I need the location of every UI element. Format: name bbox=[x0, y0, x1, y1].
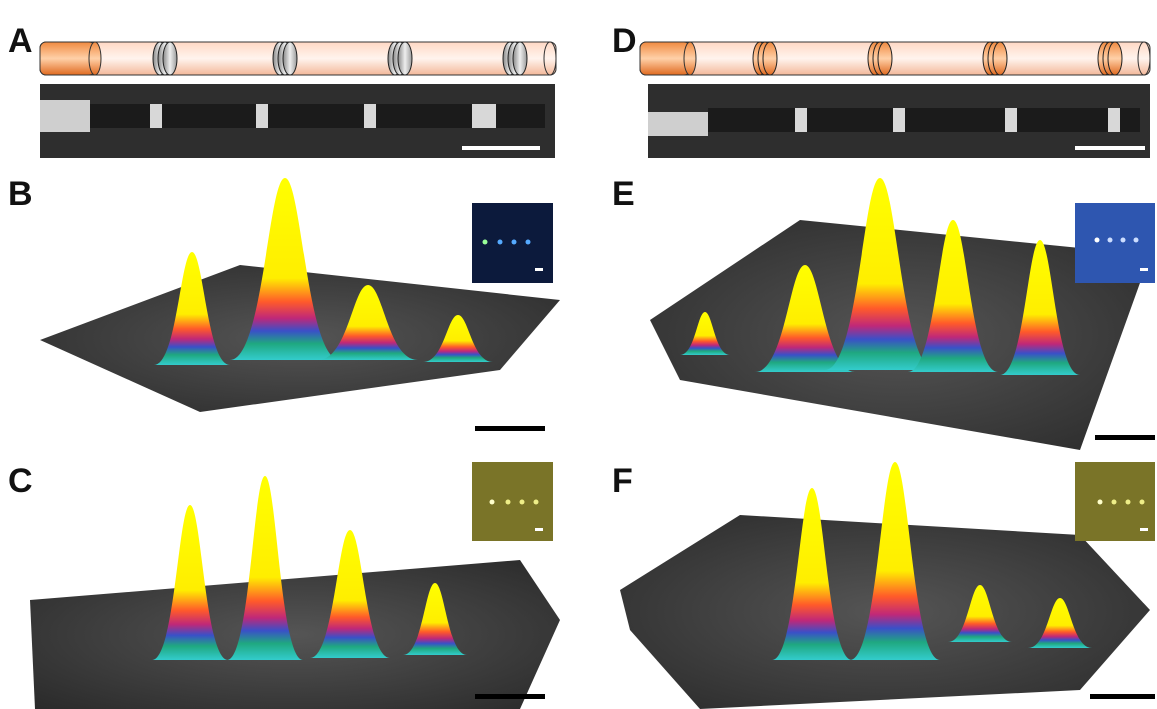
figure: A B C D E F bbox=[0, 0, 1157, 709]
spot bbox=[1134, 238, 1139, 243]
spot bbox=[1121, 238, 1126, 243]
disk bbox=[1108, 42, 1122, 75]
spot bbox=[512, 240, 517, 245]
spot bbox=[526, 240, 531, 245]
inset-scale-bar bbox=[535, 528, 543, 531]
sem-segment bbox=[364, 104, 376, 128]
scale-bar bbox=[462, 146, 540, 150]
spot bbox=[1095, 238, 1100, 243]
wire-body bbox=[640, 42, 1150, 75]
inset-scale-bar bbox=[535, 268, 543, 271]
wire-body bbox=[40, 42, 556, 75]
disk bbox=[398, 42, 412, 75]
spot bbox=[506, 500, 511, 505]
scale-bar bbox=[475, 426, 545, 431]
panel-label: D bbox=[612, 22, 637, 60]
wire-tip bbox=[640, 42, 690, 75]
sem-segment bbox=[1108, 108, 1120, 132]
sem-segment bbox=[893, 108, 905, 132]
wire-end bbox=[1138, 42, 1150, 75]
surface bbox=[30, 560, 560, 709]
spot bbox=[490, 500, 495, 505]
scale-bar bbox=[475, 694, 545, 699]
inset-scale-bar bbox=[1140, 268, 1148, 271]
spot bbox=[1140, 500, 1145, 505]
spot bbox=[498, 240, 503, 245]
disk bbox=[878, 42, 892, 75]
disk bbox=[283, 42, 297, 75]
scale-bar bbox=[1095, 435, 1155, 440]
wire-end bbox=[684, 42, 696, 75]
spot bbox=[534, 500, 539, 505]
sem-segment bbox=[472, 104, 496, 128]
spot bbox=[1108, 238, 1113, 243]
spot bbox=[1126, 500, 1131, 505]
panel-label: A bbox=[8, 22, 33, 60]
panel-label: B bbox=[8, 175, 33, 213]
scale-bar bbox=[1075, 146, 1145, 150]
sem-segment bbox=[1005, 108, 1017, 132]
disk bbox=[763, 42, 777, 75]
panel-label: C bbox=[8, 462, 33, 500]
sem-tip bbox=[40, 100, 90, 132]
panel-label: F bbox=[612, 462, 633, 500]
scale-bar bbox=[1090, 694, 1155, 699]
spot bbox=[1098, 500, 1103, 505]
inset-scale-bar bbox=[1140, 528, 1148, 531]
wire-tip bbox=[40, 42, 95, 75]
spot bbox=[1112, 500, 1117, 505]
sem-segment bbox=[150, 104, 162, 128]
disk bbox=[163, 42, 177, 75]
wire-end bbox=[89, 42, 101, 75]
disk bbox=[513, 42, 527, 75]
sem-segment bbox=[795, 108, 807, 132]
panel-label: E bbox=[612, 175, 635, 213]
spot bbox=[520, 500, 525, 505]
sem-segment bbox=[256, 104, 268, 128]
spot bbox=[483, 240, 488, 245]
sem-wire bbox=[708, 108, 1140, 132]
wire-end bbox=[544, 42, 556, 75]
disk bbox=[993, 42, 1007, 75]
sem-tip bbox=[648, 112, 708, 136]
